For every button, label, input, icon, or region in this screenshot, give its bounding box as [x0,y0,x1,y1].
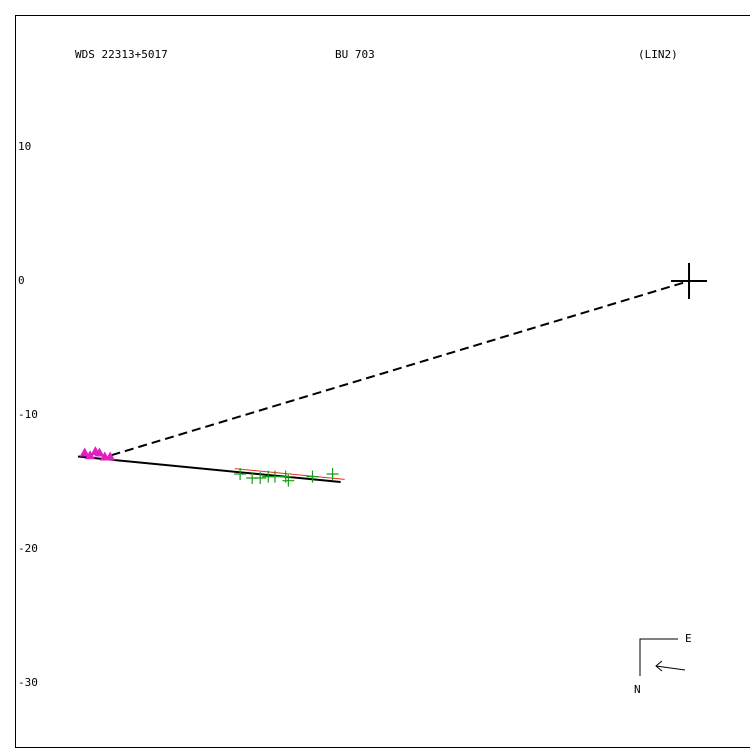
orbit-line [111,280,690,457]
y-tick-label: -20 [18,542,38,555]
observation-point [326,467,339,480]
observation-point [282,474,295,487]
compass: E N [634,632,692,696]
observation-point [85,450,96,460]
observation-point [306,470,319,483]
orbit-line [234,468,345,480]
compass-east: E [685,632,692,645]
observation-point [268,470,281,483]
compass-north: N [634,683,641,696]
observation-point [105,451,116,461]
y-tick-label: -10 [18,408,38,421]
header-ref: (LIN2) [638,48,678,61]
header-name: BU 703 [335,48,375,61]
orbit-line [77,455,341,483]
compass-axes [639,638,678,676]
observation-point [79,447,90,457]
plot-frame [15,15,750,748]
observation-point [234,467,247,480]
compass-arrowhead [655,660,663,672]
y-tick-label: 0 [18,274,25,287]
observation-point [94,447,105,457]
header-id: WDS 22313+5017 [75,48,168,61]
y-tick-label: -30 [18,676,38,689]
y-tick-label: 10 [18,140,31,153]
compass-arrow [655,665,686,671]
primary-star [671,262,708,299]
observation-point [254,471,267,484]
